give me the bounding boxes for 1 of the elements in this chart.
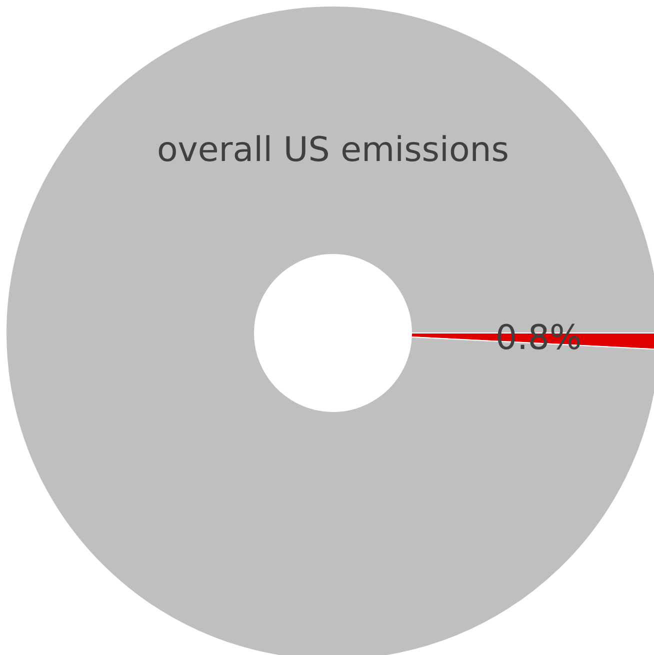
slice-label: overall US emissions [156, 130, 510, 170]
